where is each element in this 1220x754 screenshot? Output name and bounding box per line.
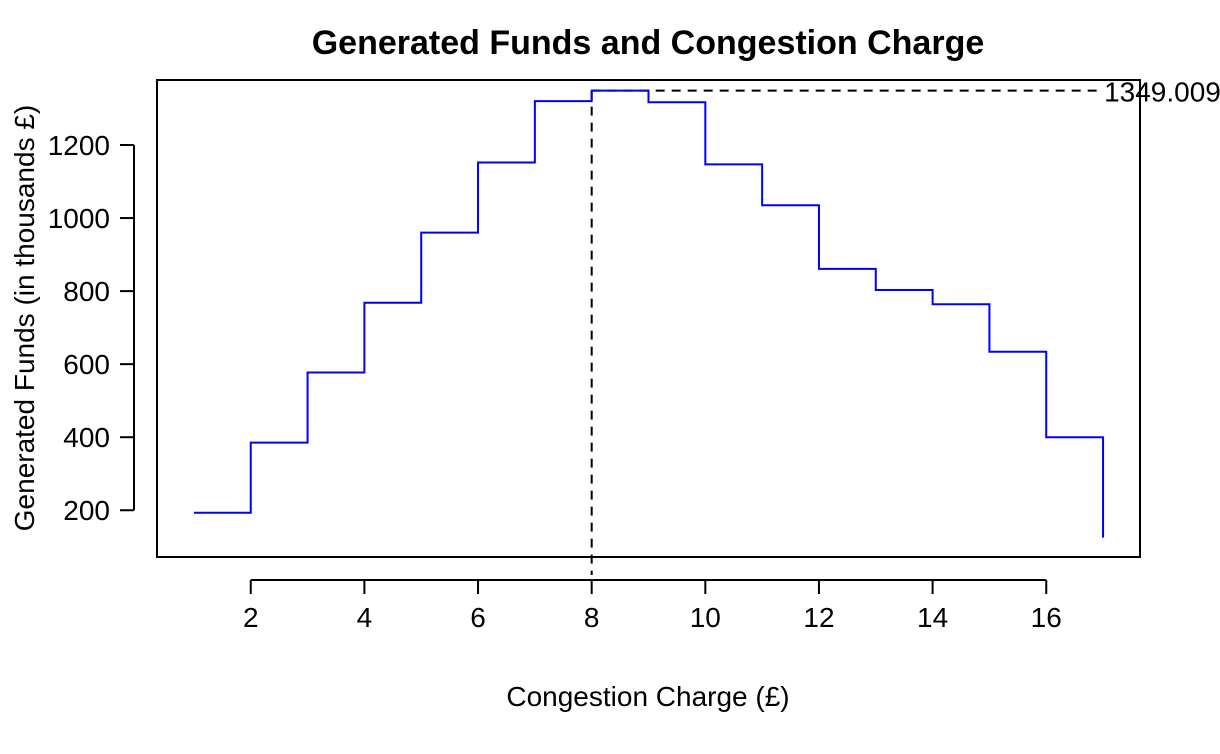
x-tick-label: 10 bbox=[690, 602, 721, 633]
series-layer bbox=[193, 89, 1105, 538]
max-value-annotation: 1349.009 bbox=[1104, 77, 1220, 108]
y-axis-label: Generated Funds (in thousands £) bbox=[9, 105, 40, 531]
y-tick-label: 200 bbox=[63, 495, 110, 526]
y-tick-label: 1200 bbox=[48, 130, 110, 161]
annotation-layer: 1349.009 bbox=[1104, 77, 1220, 108]
x-tick-label: 14 bbox=[917, 602, 948, 633]
plot-frame bbox=[156, 79, 1141, 558]
y-tick-label: 1000 bbox=[48, 203, 110, 234]
chart-title: Generated Funds and Congestion Charge bbox=[312, 24, 985, 62]
x-tick-label: 16 bbox=[1031, 602, 1062, 633]
x-tick-label: 4 bbox=[357, 602, 373, 633]
x-tick-label: 12 bbox=[803, 602, 834, 633]
x-tick-label: 8 bbox=[584, 602, 600, 633]
x-tick-label: 6 bbox=[470, 602, 486, 633]
step-series-line bbox=[193, 89, 1105, 538]
y-tick-label: 800 bbox=[63, 276, 110, 307]
x-axis-label: Congestion Charge (£) bbox=[506, 681, 789, 712]
y-tick-label: 600 bbox=[63, 349, 110, 380]
reference-lines bbox=[590, 89, 1104, 575]
y-axis: 200 400 600 800 1000 1200 bbox=[48, 130, 135, 526]
x-tick-label: 2 bbox=[243, 602, 259, 633]
x-axis: 2 4 6 8 10 12 14 16 bbox=[243, 579, 1062, 633]
y-tick-label: 400 bbox=[63, 422, 110, 453]
